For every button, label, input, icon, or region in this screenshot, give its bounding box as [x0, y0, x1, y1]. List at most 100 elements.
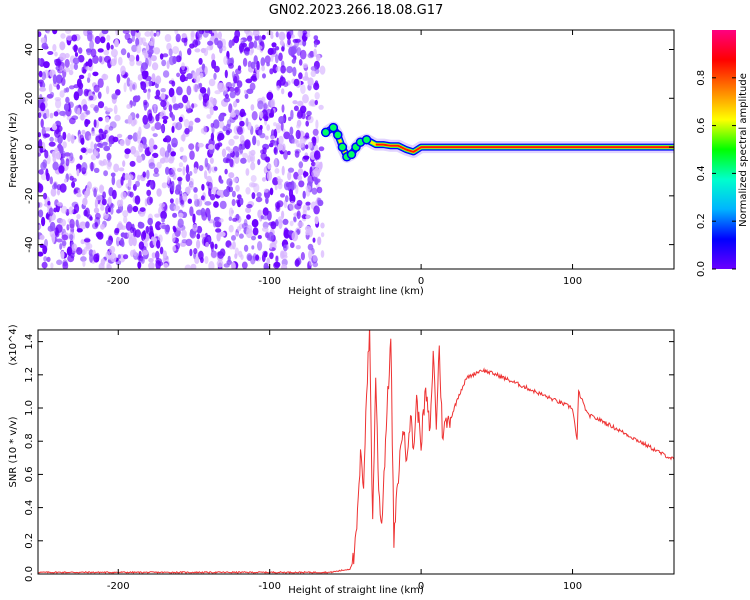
noise-speck: [250, 162, 256, 171]
noise-speck: [306, 110, 312, 117]
noise-speck: [46, 108, 50, 119]
noise-speck: [315, 119, 319, 130]
noise-speck: [241, 42, 247, 48]
noise-speck: [168, 158, 174, 164]
noise-speck: [53, 111, 59, 117]
noise-speck: [194, 256, 200, 264]
noise-speck: [131, 32, 135, 42]
noise-speck: [212, 105, 218, 111]
noise-speck: [161, 217, 165, 223]
noise-speck: [302, 155, 310, 160]
noise-speck: [38, 202, 41, 208]
noise-speck: [139, 257, 144, 263]
noise-speck: [232, 217, 238, 222]
noise-speck: [245, 78, 253, 84]
noise-speck: [176, 72, 181, 78]
noise-speck: [276, 85, 281, 91]
noise-speck: [213, 119, 220, 129]
noise-speck: [128, 236, 134, 247]
noise-speck: [101, 30, 109, 35]
noise-speck: [277, 182, 283, 190]
noise-speck: [100, 223, 105, 230]
noise-speck: [60, 43, 66, 50]
noise-speck: [126, 77, 131, 87]
noise-speck: [316, 186, 323, 194]
noise-speck: [228, 172, 235, 179]
noise-speck: [237, 126, 243, 135]
y-tick-label: 1.2: [24, 367, 35, 383]
noise-speck: [291, 58, 296, 64]
noise-speck: [229, 112, 237, 118]
noise-speck: [100, 258, 106, 266]
noise-speck: [168, 48, 173, 57]
noise-speck: [142, 50, 148, 56]
snr-panel: -200 -100 0 100 0.0 0.2 0.4 0.6 0.8 1.0 1.2 1.4 He…: [8, 324, 675, 596]
noise-speck: [69, 117, 76, 125]
noise-speck: [252, 227, 259, 236]
colorbar-tick-label: 0.6: [696, 118, 707, 134]
noise-speck: [172, 46, 180, 55]
noise-speck: [206, 114, 212, 119]
noise-speck: [175, 122, 183, 131]
noise-speck: [66, 246, 72, 256]
noise-speck: [256, 192, 262, 198]
noise-speck: [120, 191, 127, 200]
noise-speck: [320, 250, 325, 258]
noise-speck: [135, 180, 140, 188]
snr-y-multiplier: (x10^4): [8, 324, 19, 365]
noise-speck: [193, 167, 198, 174]
noise-speck: [248, 41, 254, 49]
noise-speck: [256, 45, 263, 50]
noise-speck: [78, 47, 83, 54]
spectrogram-x-ticks: -200 -100 0 100: [107, 30, 582, 287]
noise-speck: [189, 43, 195, 49]
noise-speck: [38, 251, 44, 257]
noise-speck: [267, 163, 272, 170]
noise-speck: [259, 125, 263, 130]
noise-speck: [168, 87, 175, 98]
noise-speck: [233, 35, 240, 44]
noise-speck: [182, 166, 186, 176]
noise-speck: [217, 251, 224, 259]
noise-speck: [76, 247, 83, 255]
noise-speck: [313, 82, 320, 91]
noise-speck: [94, 221, 99, 228]
noise-speck: [251, 73, 258, 82]
noise-speck: [60, 33, 66, 39]
noise-speck: [186, 99, 190, 109]
noise-speck: [187, 184, 195, 190]
noise-speck: [78, 82, 84, 90]
noise-speck: [246, 204, 253, 209]
noise-speck: [147, 217, 153, 226]
noise-speck: [135, 30, 140, 33]
noise-speck: [194, 75, 201, 83]
noise-speck: [206, 175, 212, 182]
noise-speck: [221, 148, 227, 158]
noise-speck: [149, 30, 154, 38]
noise-speck: [73, 44, 78, 53]
noise-speck: [48, 83, 53, 93]
noise-speck: [76, 193, 82, 198]
noise-speck: [229, 91, 236, 99]
noise-speck: [81, 162, 88, 172]
noise-speck: [261, 253, 266, 263]
noise-speck: [118, 221, 123, 227]
noise-speck: [56, 259, 63, 266]
noise-speck: [281, 46, 285, 52]
signal-band-red: [375, 143, 674, 153]
noise-speck: [41, 42, 48, 50]
noise-speck: [228, 224, 234, 233]
noise-speck: [239, 134, 245, 145]
noise-speck: [137, 74, 143, 81]
noise-speck: [262, 73, 266, 79]
noise-speck: [313, 150, 321, 160]
noise-speck: [84, 190, 89, 199]
y-tick-label: -40: [24, 236, 35, 252]
noise-speck: [162, 53, 169, 58]
noise-speck: [148, 258, 154, 263]
noise-speck: [223, 97, 231, 103]
noise-speck: [187, 198, 192, 204]
noise-speck: [127, 134, 133, 140]
noise-speck: [149, 225, 153, 231]
signal-blob: [337, 142, 348, 152]
